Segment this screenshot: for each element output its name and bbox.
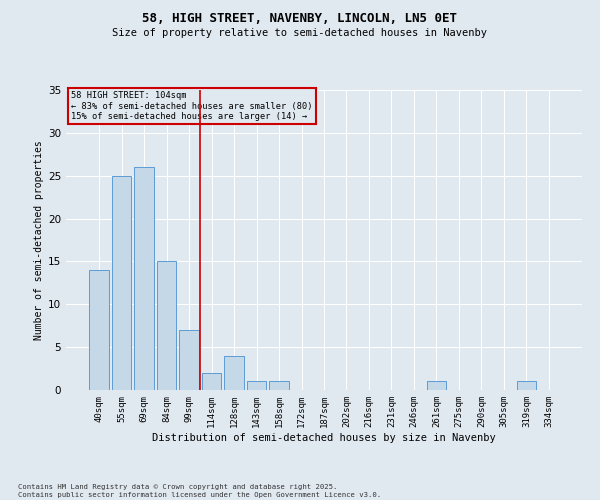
Bar xyxy=(517,382,536,390)
X-axis label: Distribution of semi-detached houses by size in Navenby: Distribution of semi-detached houses by … xyxy=(152,432,496,442)
Bar xyxy=(157,262,176,390)
Text: Contains HM Land Registry data © Crown copyright and database right 2025.
Contai: Contains HM Land Registry data © Crown c… xyxy=(18,484,381,498)
Bar xyxy=(247,382,266,390)
Bar xyxy=(269,382,289,390)
Text: 58, HIGH STREET, NAVENBY, LINCOLN, LN5 0ET: 58, HIGH STREET, NAVENBY, LINCOLN, LN5 0… xyxy=(143,12,458,26)
Bar xyxy=(89,270,109,390)
Bar xyxy=(427,382,446,390)
Bar xyxy=(179,330,199,390)
Y-axis label: Number of semi-detached properties: Number of semi-detached properties xyxy=(34,140,44,340)
Bar xyxy=(134,167,154,390)
Bar xyxy=(224,356,244,390)
Bar xyxy=(202,373,221,390)
Bar xyxy=(112,176,131,390)
Text: Size of property relative to semi-detached houses in Navenby: Size of property relative to semi-detach… xyxy=(113,28,487,38)
Text: 58 HIGH STREET: 104sqm
← 83% of semi-detached houses are smaller (80)
15% of sem: 58 HIGH STREET: 104sqm ← 83% of semi-det… xyxy=(71,92,313,122)
